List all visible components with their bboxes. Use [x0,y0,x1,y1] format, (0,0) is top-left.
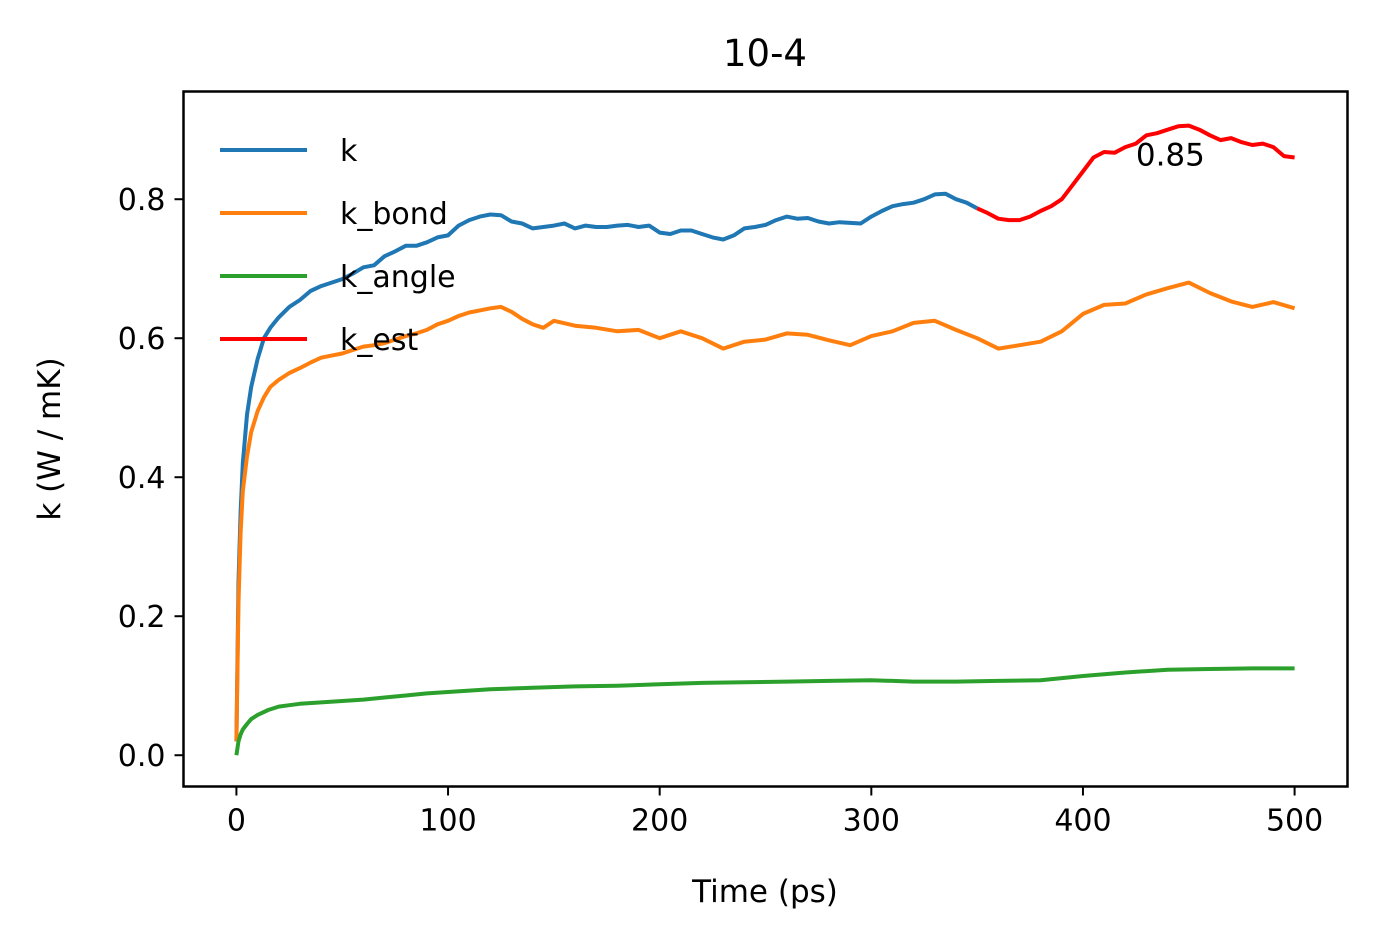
plot-area [234,123,1296,756]
series-line-k [234,191,979,742]
legend-label-k-angle: k_angle [340,260,456,295]
legend-label-k: k [340,134,358,169]
y-tick-label: 0.0 [118,739,166,774]
y-tick-label: 0.8 [118,183,166,218]
series-line-k-bond [234,280,1296,742]
y-axis: 0.0 0.2 0.4 0.6 0.8 [118,183,184,774]
y-tick-label: 0.4 [118,461,166,496]
x-tick-label: 0 [227,804,246,839]
chart-title: 10-4 [723,32,807,75]
y-tick-label: 0.6 [118,322,166,357]
legend-label-k-bond: k_bond [340,197,448,232]
x-axis-label: Time (ps) [691,874,838,910]
plot-frame [182,90,1349,788]
y-tick-label: 0.2 [118,600,166,635]
y-axis-label: k (W / mK) [32,357,68,520]
x-tick-label: 300 [843,804,900,839]
x-tick-label: 100 [419,804,476,839]
series-line-k-angle [234,666,1295,756]
legend-label-k-est: k_est [340,323,418,358]
series-line-k-est [976,123,1295,223]
x-axis: 0 100 200 300 400 500 [227,786,1323,839]
x-tick-label: 400 [1054,804,1111,839]
x-tick-label: 500 [1266,804,1323,839]
x-tick-label: 200 [631,804,688,839]
k-est-annotation: 0.85 [1136,138,1205,174]
legend: k k_bond k_angle k_est [220,134,456,358]
